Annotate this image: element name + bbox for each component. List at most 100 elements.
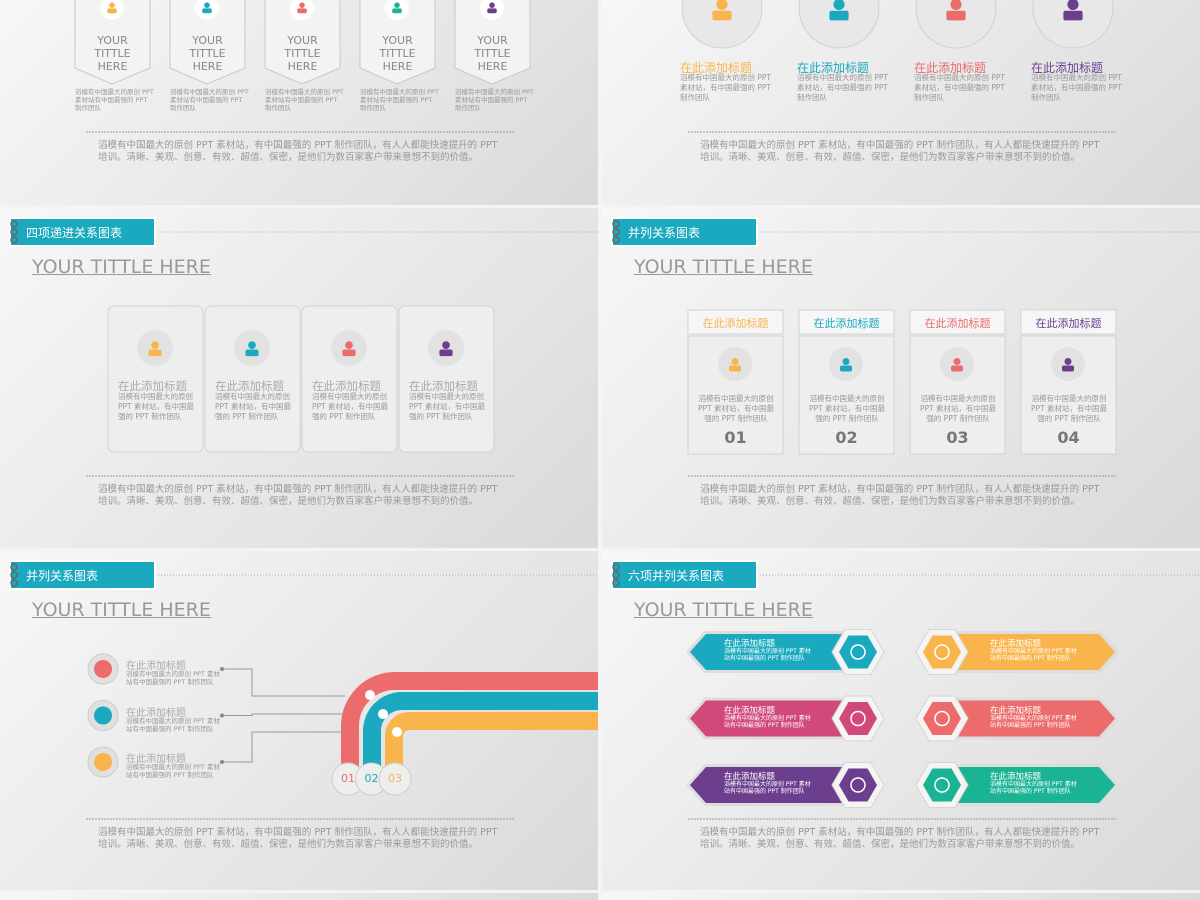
band-dot [378, 709, 388, 719]
shield [359, 0, 436, 85]
item-title: 在此添加标题 [409, 379, 478, 393]
hex-icon [839, 635, 877, 669]
icon-glyph [94, 753, 112, 771]
icon-glyph [833, 0, 845, 10]
ribbon [942, 634, 1115, 670]
shield-label: YOUR TITTLE HERE [94, 34, 131, 73]
item-title: 在此添加标题 [724, 705, 776, 716]
item-title: 在此添加标题 [914, 61, 987, 75]
slide-graphics [611, 560, 1200, 820]
ribbon [942, 700, 1115, 737]
slide: 六项并列关系图表 YOUR TITTLE HERE 滔模有中国最大的原创 PPT 素… [602, 551, 1200, 890]
item-text: 滔模有中国最大的原创 PPT 素材站有中国最强的 PPT 制作团队 [360, 88, 439, 112]
shield-label: YOUR TITTLE HERE [379, 34, 416, 73]
icon-glyph [950, 0, 962, 10]
icon-glyph [1064, 358, 1072, 365]
slide: 并列关系图表 YOUR TITTLE HERE 滔模有中国最大的原创 PPT 素材站… [602, 208, 1200, 548]
number-label: 01 [341, 772, 355, 785]
item-text: 滔模有中国最大的原创 PPT 素材站，有中国最强的 PPT 制作团队 [118, 392, 195, 421]
tag-ring [612, 571, 620, 579]
band-dot [365, 690, 375, 700]
icon-glyph [1062, 365, 1074, 372]
hex-icon [839, 702, 877, 735]
shield [454, 0, 531, 85]
ribbon [942, 767, 1115, 803]
tag-label: 并列关系图表 [628, 226, 701, 240]
icon-glyph [729, 365, 741, 372]
icon-glyph [248, 341, 256, 349]
footer-text: 滔模有中国最大的原创 PPT 素材站，有中国最强的 PPT 制作团队，有人人都能… [98, 140, 498, 163]
item-text: 滔模有中国最大的原创 PPT 素材站，有中国最强的 PPT 制作团队 [312, 392, 389, 421]
slide-graphics [9, 217, 598, 477]
item-text: 滔模有中国最大的原创 PPT 素材站有中国最强的 PPT 制作团队 [990, 781, 1077, 795]
icon-glyph [934, 644, 950, 660]
shield-label: YOUR TITTLE HERE [284, 34, 321, 73]
icon-glyph [840, 365, 852, 372]
item-title: 在此添加标题 [924, 317, 991, 330]
icon-glyph [850, 710, 866, 727]
icon-glyph [716, 0, 728, 10]
shield-label: YOUR TITTLE HERE [474, 34, 511, 73]
item-title: 在此添加标题 [126, 754, 186, 765]
icon-disc [915, 0, 997, 49]
item-text: 滔模有中国最大的原创 PPT 素材站有中国最强的 PPT 制作团队 [75, 88, 154, 112]
icon-glyph [439, 349, 453, 357]
item-text: 滔模有中国最大的原创 PPT 素材站有中国最强的 PPT 制作团队 [724, 714, 811, 729]
tag-ring [612, 236, 620, 244]
item-text: 滔模有中国最大的原创 PPT 素材站有中国最强的 PPT 制作团队 [265, 88, 344, 112]
card [107, 305, 204, 453]
slide-graphics [611, 217, 1200, 477]
band-dot [392, 727, 402, 737]
icon-glyph [107, 8, 117, 14]
tag-ring [10, 220, 18, 228]
icon-glyph [345, 341, 353, 349]
icon-glyph [487, 8, 497, 14]
tag-ring [612, 563, 620, 571]
item-text: 滔模有中国最大的原创 PPT 素材站有中国最强的 PPT 制作团队 [126, 716, 220, 733]
icon-glyph [342, 349, 356, 357]
icon-glyph [204, 2, 210, 9]
item-title: 在此添加标题 [312, 379, 381, 393]
item-text: 滔模有中国最大的原创 PPT 素材站，有中国最强的 PPT 制作团队 [808, 394, 885, 423]
connector [222, 713, 345, 716]
item-text: 滔模有中国最大的原创 PPT 素材站有中国最强的 PPT 制作团队 [126, 763, 220, 779]
number-disc [378, 762, 412, 796]
card-header [687, 309, 784, 335]
icon-glyph [1063, 10, 1083, 21]
icon-glyph [299, 2, 305, 9]
footer-text: 滔模有中国最大的原创 PPT 素材站，有中国最强的 PPT 制作团队，有人人都能… [700, 140, 1100, 163]
tag-label: 并列关系图表 [26, 569, 99, 583]
slide-title: YOUR TITTLE HERE [634, 599, 813, 621]
item-title: 在此添加标题 [118, 379, 187, 393]
icon-glyph [850, 644, 866, 660]
shield-label: YOUR TITTLE HERE [189, 34, 226, 73]
icon-glyph [151, 341, 159, 349]
footer-text: 滔模有中国最大的原创 PPT 素材站，有中国最强的 PPT 制作团队，有人人都能… [98, 827, 498, 850]
icon-glyph [394, 2, 400, 9]
arc-band [385, 712, 598, 779]
item-text: 滔模有中国最大的原创 PPT 素材站有中国最强的 PPT 制作团队 [126, 670, 220, 686]
hex-icon [923, 702, 961, 735]
icon-glyph [245, 349, 259, 357]
item-text: 滔模有中国最大的原创 PPT 素材站，有中国最强的 PPT 制作团队 [797, 73, 889, 102]
icon-glyph [934, 710, 950, 727]
slide-title: YOUR TITTLE HERE [634, 256, 813, 278]
footer-text: 滔模有中国最大的原创 PPT 素材站，有中国最强的 PPT 制作团队，有人人都能… [700, 827, 1100, 850]
icon-glyph [442, 341, 450, 349]
card-header [1020, 309, 1117, 335]
tag-ring [10, 236, 18, 244]
slide-edge [602, 893, 1200, 900]
item-number: 03 [946, 428, 969, 447]
tag-box [611, 217, 758, 247]
icon-glyph [392, 8, 402, 14]
item-title: 在此添加标题 [1035, 317, 1102, 330]
icon-glyph [951, 365, 963, 372]
tag-ring [10, 579, 18, 587]
item-title: 在此添加标题 [126, 661, 186, 672]
icon-disc [681, 0, 763, 49]
connector [222, 668, 345, 697]
item-text: 滔模有中国最大的原创 PPT 素材站，有中国最强的 PPT 制作团队 [1030, 394, 1107, 423]
item-number: 04 [1057, 428, 1080, 447]
icon-glyph [850, 777, 866, 793]
